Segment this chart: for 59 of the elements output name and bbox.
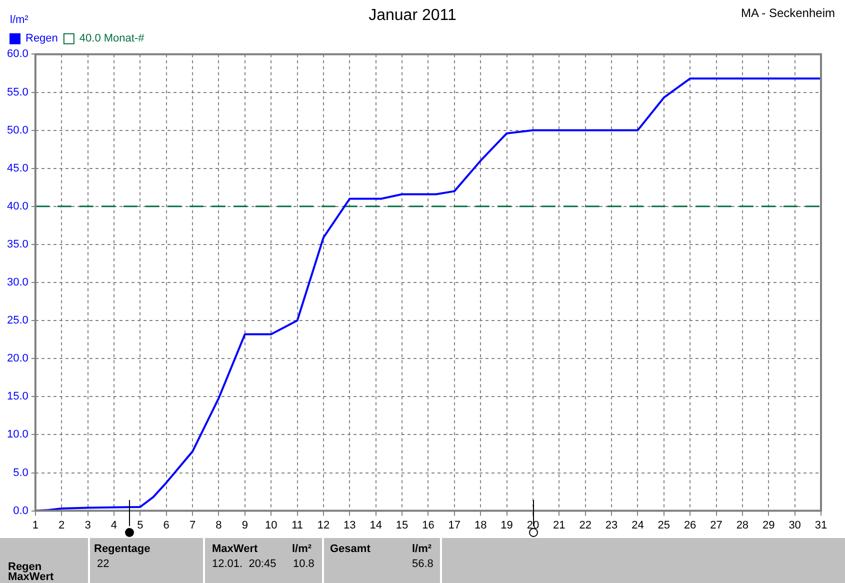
y-tick-label: 10.0 [6,428,28,441]
x-tick-label: 5 [137,519,144,532]
text: MaxWert [212,543,258,555]
x-tick-label: 26 [684,519,696,532]
x-tick-label: 30 [788,519,801,532]
x-tick-label: 3 [84,519,91,532]
y-tick-label: 55.0 [6,86,28,98]
x-tick-label: 27 [710,519,722,532]
chart-subtitle: MA - Seckenheim [740,6,835,20]
x-tick-label: 21 [553,519,566,532]
text: Regen [8,561,42,573]
x-tick-label: 9 [242,519,248,532]
x-tick-label: 16 [422,519,434,532]
x-tick-label: 8 [216,519,222,532]
text: Gesamt [330,543,370,555]
text: MaxWert [8,571,54,583]
text: l/m² [292,543,312,555]
x-tick-label: 1 [32,519,38,532]
y-tick-label: 40.0 [6,200,28,212]
x-tick-label: 7 [189,519,196,532]
x-tick-label: 19 [500,519,513,532]
y-tick-label: 20.0 [6,352,28,365]
x-tick-label: 25 [658,519,670,532]
x-tick-label: 29 [762,519,775,532]
x-tick-label: 6 [163,519,170,532]
x-tick-label: 17 [448,519,461,532]
text: 12.01. 20:45 [212,558,276,570]
y-tick-label: 25.0 [6,314,28,327]
x-tick-label: 15 [396,519,408,532]
x-tick-label: 13 [344,519,356,532]
legend-label: Regen [26,32,58,45]
x-tick-label: 14 [370,519,382,532]
x-tick-label: 2 [58,519,65,532]
x-tick-label: 28 [736,519,749,532]
y-tick-label: 0.0 [13,504,28,517]
x-tick-label: 10 [264,519,278,532]
x-tick-label: 18 [474,519,487,532]
y-tick-label: 60.0 [6,48,28,60]
y-tick-label: 30.0 [6,276,28,289]
text: Regentage [94,543,150,555]
legend-label: 40.0 Monat-# [79,32,146,45]
text: 10.8 [293,558,314,570]
x-tick-label: 24 [632,519,644,532]
y-tick-label: 15.0 [6,390,28,403]
x-tick-label: 23 [605,519,618,532]
y-tick-label: 35.0 [6,238,28,250]
y-tick-label: 50.0 [6,124,28,136]
text: l/m² [412,543,432,555]
y-tick-label: 5.0 [13,466,28,479]
y-axis-title: l/m² [10,14,28,26]
y-tick-label: 45.0 [6,162,28,174]
x-tick-label: 4 [110,519,118,532]
text: 22 [97,558,110,570]
chart-title: Januar 2011 [368,7,456,24]
x-tick-label: 11 [292,519,303,532]
x-tick-label: 31 [814,519,828,532]
x-tick-label: 22 [579,519,592,532]
x-tick-label: 12 [317,519,330,532]
text: 56.8 [412,558,434,570]
